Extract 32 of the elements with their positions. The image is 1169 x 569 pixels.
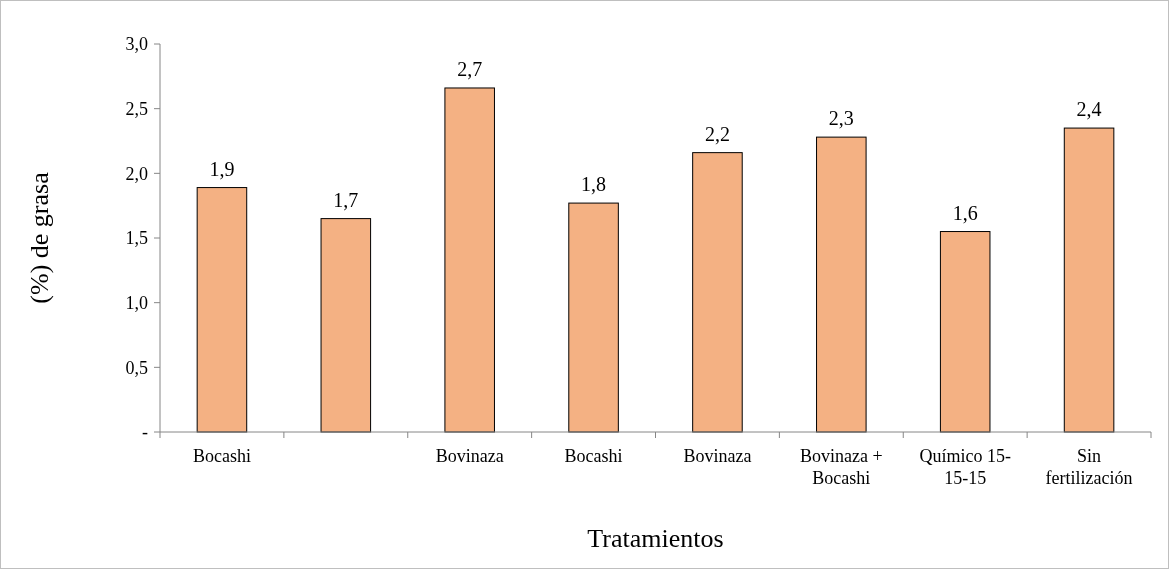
bar [1063,127,1115,433]
y-tick-label: 3,0 [125,34,148,55]
data-label: 2,2 [704,122,730,145]
y-axis-title: (%) de grasa [25,171,54,304]
data-label: 2,7 [457,57,483,80]
x-tick-label: Bocashi [192,446,251,466]
y-tick-label: 2,5 [125,98,148,119]
bar [692,152,743,433]
bar [444,87,495,433]
bar [816,136,867,433]
data-label: 2,3 [828,107,854,130]
data-label: 1,6 [952,201,978,224]
x-tick-label: Químico 15-15-15 [919,446,1011,488]
y-tick-label: 1,0 [125,292,148,313]
x-tick-label: Bovinaza [683,446,752,466]
y-tick-label: - [142,422,148,443]
x-tick-label: Bocashi [564,446,623,466]
data-label: 1,7 [333,188,359,211]
y-tick-label: 0,5 [125,357,148,378]
bar [939,231,991,433]
data-label: 1,9 [209,157,235,180]
data-label: 1,8 [581,173,607,196]
bar [320,218,372,433]
x-tick-label: Sin fertilización [1045,446,1133,488]
x-tick-label: Bovinaza [435,446,504,466]
bar [568,202,619,433]
x-tick-label: Bovinaza + Bocashi [799,446,883,488]
data-label: 2,4 [1076,98,1102,121]
bar [196,187,248,433]
x-axis-title: Tratamientos [587,524,724,553]
y-tick-label: 2,0 [125,163,148,184]
y-tick-label: 1,5 [125,228,148,249]
